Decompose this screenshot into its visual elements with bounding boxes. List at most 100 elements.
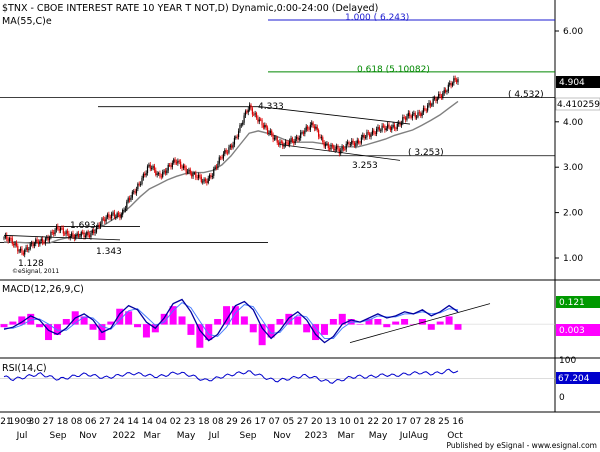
- candle-body: [349, 144, 351, 146]
- candle-body: [342, 146, 345, 150]
- candle-body: [266, 127, 269, 134]
- candle-body: [422, 108, 425, 113]
- candle-body: [86, 232, 88, 236]
- candle-body: [409, 112, 411, 117]
- macd-hist-bar: [374, 319, 382, 325]
- candle-body: [261, 119, 263, 126]
- candle-body: [4, 235, 6, 238]
- candle-body: [155, 170, 157, 175]
- candle-body: [451, 83, 454, 86]
- candle-body: [97, 224, 99, 227]
- candle-body: [251, 108, 253, 115]
- candle-body: [65, 231, 67, 235]
- candle-body: [72, 233, 74, 237]
- candle-body: [192, 173, 194, 177]
- candle-body: [142, 173, 144, 179]
- candle-body: [402, 117, 404, 123]
- candle-body: [48, 237, 51, 241]
- candle-body: [37, 241, 40, 245]
- candle-body: [203, 179, 205, 182]
- candle-body: [424, 108, 426, 110]
- x-day-label: 01: [353, 417, 364, 427]
- macd-line: [3, 298, 459, 344]
- macd-hist-bar: [107, 321, 115, 325]
- candle-body: [166, 170, 168, 174]
- candle-body: [94, 232, 96, 234]
- candle-body: [109, 217, 111, 219]
- candle-body: [186, 171, 189, 173]
- candle-body: [197, 174, 200, 179]
- candle-body: [24, 249, 26, 255]
- candle-body: [322, 137, 324, 143]
- candle-body: [337, 146, 339, 150]
- macd-hist-bar: [0, 324, 8, 328]
- candle-body: [167, 164, 169, 171]
- x-month-label: JulAug: [399, 431, 428, 441]
- candle-body: [453, 78, 455, 84]
- candle-body: [364, 137, 367, 139]
- candle-body: [54, 229, 56, 235]
- candle-body: [414, 113, 416, 118]
- macd-value: 0.121: [559, 298, 585, 308]
- macd-hist-bar: [231, 306, 239, 325]
- ma-value-badge: [555, 97, 600, 111]
- candle-body: [112, 212, 114, 214]
- candle-body: [257, 117, 259, 122]
- candle-body: [404, 117, 407, 120]
- candle-body: [442, 93, 444, 98]
- macd-hist-bar: [454, 324, 462, 330]
- x-day-label: 16: [452, 417, 464, 427]
- macd-hist-bar: [53, 324, 61, 335]
- candle-body: [83, 233, 85, 238]
- candle-body: [168, 164, 171, 166]
- candle-body: [10, 238, 12, 239]
- macd-hist-bar: [365, 319, 373, 325]
- candle-body: [385, 128, 387, 131]
- candle-body: [131, 191, 133, 198]
- x-day-label: 13: [325, 417, 336, 427]
- candle-body: [395, 128, 397, 130]
- candle-body: [345, 143, 347, 150]
- candle-body: [22, 252, 24, 255]
- candle-body: [207, 178, 209, 183]
- candle-body: [236, 136, 238, 138]
- candle-body: [347, 142, 349, 144]
- candle-body: [90, 233, 92, 238]
- candle-body: [204, 179, 207, 182]
- candle-body: [381, 125, 383, 131]
- candle-body: [64, 233, 66, 235]
- candle-body: [30, 243, 33, 245]
- candle-body: [410, 116, 412, 118]
- candle-body: [439, 94, 441, 96]
- candle-body: [301, 132, 303, 134]
- candle-body: [433, 98, 436, 99]
- macd-trendline: [349, 303, 491, 344]
- price-tick-label: 6.00: [563, 27, 583, 37]
- macd-hist-bar: [356, 324, 364, 325]
- candle-body: [260, 119, 262, 121]
- candle-body: [355, 143, 357, 146]
- x-day-label: 20: [311, 417, 323, 427]
- candle-body: [42, 238, 44, 243]
- candle-body: [358, 140, 360, 143]
- candle-body: [29, 243, 31, 250]
- annotation-1128: 1.128: [18, 259, 44, 269]
- candle-body: [43, 242, 45, 244]
- candle-body: [228, 147, 230, 153]
- x-day-label: 08: [212, 417, 224, 427]
- price-tick-label: 2.00: [563, 209, 583, 219]
- candle-body: [436, 98, 438, 102]
- candle-body: [254, 113, 256, 115]
- candle-body: [356, 140, 358, 144]
- candle-body: [153, 166, 156, 171]
- x-month-label: Jul: [16, 431, 28, 441]
- candle-body: [58, 228, 60, 231]
- candle-body: [39, 240, 41, 245]
- candle-body: [156, 173, 158, 175]
- x-month-label: Mar: [144, 431, 161, 441]
- candle-body: [362, 135, 364, 138]
- candle-body: [418, 112, 420, 114]
- candle-body: [268, 132, 270, 134]
- candle-body: [69, 235, 71, 238]
- x-day-label: 25: [438, 417, 449, 427]
